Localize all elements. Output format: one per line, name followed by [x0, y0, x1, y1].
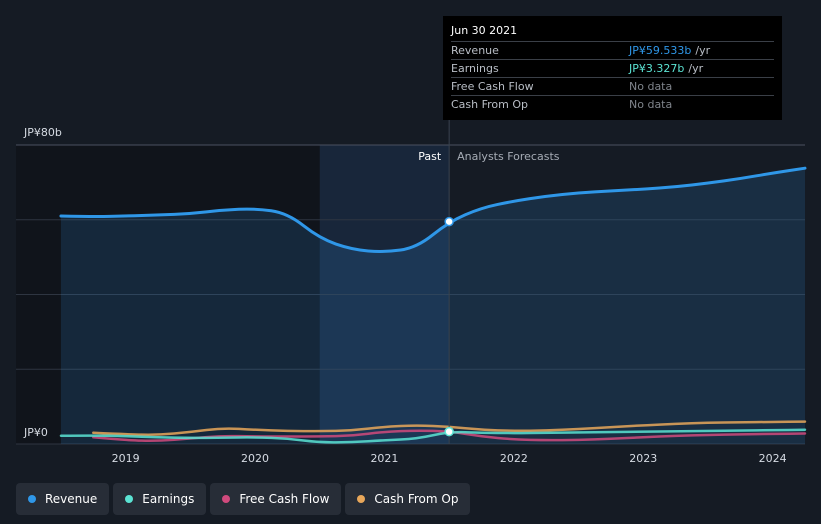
cash-from-op-dot-icon	[357, 495, 366, 503]
revenue-area	[60, 168, 805, 445]
legend-label: Earnings	[142, 492, 195, 506]
tooltip-value: No data	[629, 98, 673, 111]
legend-item-earnings[interactable]: Earnings	[113, 483, 207, 515]
tooltip: Jun 30 2021 Revenue JP¥59.533b /yr Earni…	[443, 16, 782, 120]
tooltip-unit: /yr	[688, 62, 704, 75]
x-axis-ticks: 2019 2020 2021 2022 2023 2024	[112, 452, 787, 465]
legend-label: Free Cash Flow	[239, 492, 330, 506]
x-tick-label: 2022	[500, 452, 528, 465]
revenue-dot-icon	[28, 495, 36, 503]
tooltip-value: JP¥3.327b	[629, 62, 685, 75]
tooltip-row-free-cash-flow: Free Cash Flow No data	[451, 77, 774, 95]
series-lines	[59, 166, 807, 444]
past-label: Past	[418, 150, 442, 163]
earnings-highlight-point	[444, 426, 454, 437]
highlight-points	[444, 216, 454, 437]
tooltip-value: No data	[629, 80, 673, 93]
tooltip-row-earnings: Earnings JP¥3.327b /yr	[451, 59, 774, 77]
tooltip-row-cash-from-op: Cash From Op No data	[451, 95, 774, 113]
legend-item-cash-from-op[interactable]: Cash From Op	[345, 483, 471, 515]
x-tick-label: 2021	[370, 452, 398, 465]
legend-label: Cash From Op	[374, 492, 459, 506]
tooltip-unit: /yr	[695, 44, 711, 57]
tooltip-label: Free Cash Flow	[451, 80, 534, 93]
cash-from-op-line	[92, 420, 807, 436]
tooltip-date: Jun 30 2021	[451, 24, 518, 37]
x-tick-label: 2023	[629, 452, 657, 465]
gridlines	[16, 144, 805, 445]
earnings-line	[59, 428, 807, 444]
legend-label: Revenue	[45, 492, 98, 506]
legend-item-revenue[interactable]: Revenue	[16, 483, 110, 515]
x-tick-label: 2019	[112, 452, 140, 465]
free-cash-flow-dot-icon	[222, 495, 231, 503]
x-tick-label: 2024	[759, 452, 787, 465]
tooltip-row-revenue: Revenue JP¥59.533b /yr	[451, 41, 774, 59]
y-axis-bottom-label: JP¥0	[23, 426, 48, 439]
legend-item-free-cash-flow[interactable]: Free Cash Flow	[210, 483, 342, 515]
legend: Revenue Earnings Free Cash Flow Cash Fro…	[16, 483, 471, 515]
tooltip-label: Revenue	[451, 44, 499, 57]
revenue-highlight-point	[444, 216, 454, 227]
series-areas	[60, 168, 805, 445]
forecast-label: Analysts Forecasts	[457, 150, 560, 163]
y-axis-top-label: JP¥80b	[23, 126, 62, 139]
earnings-dot-icon	[125, 495, 134, 503]
tooltip-label: Earnings	[451, 62, 499, 75]
tooltip-label: Cash From Op	[451, 98, 529, 111]
tooltip-value: JP¥59.533b	[629, 44, 692, 57]
x-tick-label: 2020	[241, 452, 269, 465]
revenue-line	[59, 166, 807, 253]
